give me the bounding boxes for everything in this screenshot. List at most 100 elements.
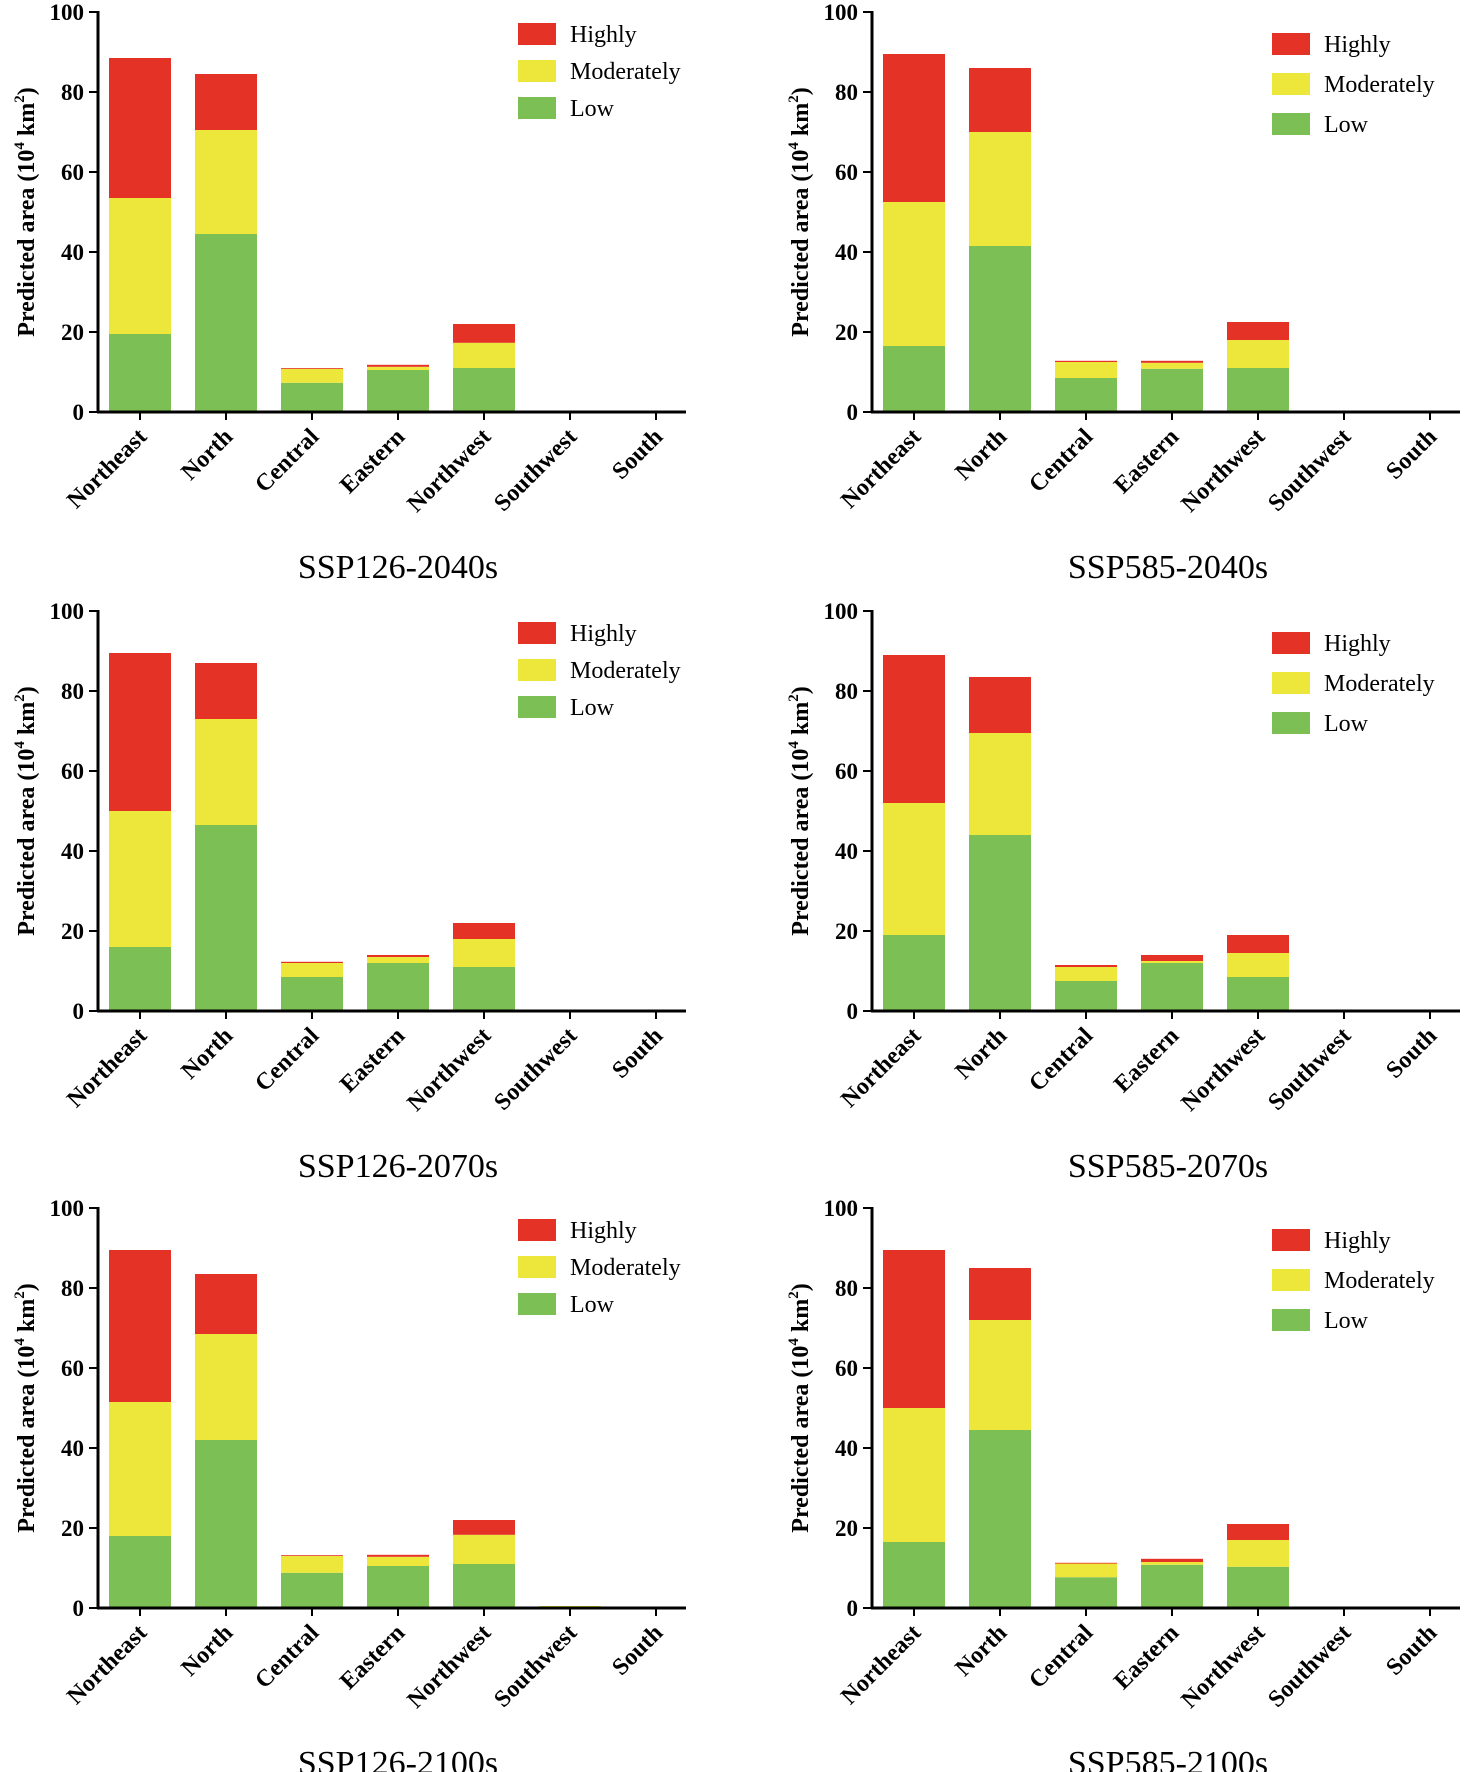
bar-moderately-northeast — [883, 803, 945, 935]
y-axis-title: Predicted area (104 km2) — [12, 87, 40, 336]
x-tick-label-central: Central — [1024, 1023, 1098, 1097]
bar-highly-northwest — [453, 923, 515, 939]
y-tick-label: 80 — [61, 679, 84, 704]
x-tick-label-eastern: Eastern — [1109, 1023, 1184, 1098]
x-tick-label-northeast: Northeast — [836, 424, 926, 514]
y-axis-title-superscript: 2 — [786, 694, 802, 702]
y-axis-title-part: Predicted area (10 — [14, 749, 40, 936]
y-axis-title-superscript: 2 — [12, 694, 28, 702]
bar-highly-northeast — [883, 54, 945, 202]
legend-label-moderately: Moderately — [1324, 671, 1435, 697]
legend-swatch-moderately — [518, 60, 556, 82]
bar-highly-central — [281, 961, 343, 963]
bar-moderately-eastern — [367, 957, 429, 963]
bar-low-central — [281, 1572, 343, 1608]
chart-title: SSP126-2040s — [298, 549, 498, 586]
bar-moderately-eastern — [367, 1556, 429, 1566]
x-tick-label-southwest: Southwest — [1263, 1620, 1356, 1713]
y-axis-title-superscript: 4 — [786, 142, 802, 150]
bar-moderately-north — [195, 1334, 257, 1440]
bar-moderately-northwest — [453, 342, 515, 368]
x-tick-label-southwest: Southwest — [489, 1023, 582, 1116]
bar-moderately-north — [195, 719, 257, 825]
bar-highly-northeast — [883, 1250, 945, 1408]
x-tick-label-south: South — [1381, 424, 1442, 485]
y-axis-title-part: ) — [14, 686, 40, 694]
x-tick-label-north: North — [176, 424, 238, 486]
bar-highly-eastern — [367, 364, 429, 367]
chart-panel-5: Northeast North Central EasternNorthwestSou… — [12, 1196, 686, 1772]
y-axis-title-part: Predicted area (10 — [788, 749, 814, 936]
bar-moderately-central — [281, 1556, 343, 1573]
y-axis-title-superscript: 4 — [786, 1338, 802, 1346]
y-tick-label: 40 — [61, 240, 84, 265]
bar-moderately-central — [1055, 967, 1117, 981]
bar-moderately-eastern — [1141, 362, 1203, 369]
y-axis-title-superscript: 2 — [786, 95, 802, 103]
x-tick-label-north: North — [176, 1023, 238, 1085]
y-axis-title-superscript: 4 — [12, 741, 28, 749]
x-tick-label-eastern: Eastern — [1109, 1620, 1184, 1695]
y-axis-title-superscript: 4 — [12, 142, 28, 150]
y-axis-title-part: km — [788, 702, 814, 741]
legend-label-highly: Highly — [1324, 631, 1391, 657]
bar-low-north — [195, 234, 257, 412]
legend-label-low: Low — [1324, 711, 1369, 737]
bar-highly-northeast — [109, 58, 171, 198]
x-tick-label-south: South — [607, 1620, 668, 1681]
bar-low-northwest — [453, 1564, 515, 1608]
x-tick-label-northwest: Northwest — [1176, 1620, 1270, 1714]
y-axis-title-part: km — [14, 702, 40, 741]
y-axis-title: Predicted area (104 km2) — [12, 1283, 40, 1532]
bar-highly-northwest — [1227, 935, 1289, 953]
bar-low-northwest — [453, 368, 515, 412]
bar-moderately-central — [1055, 1563, 1117, 1578]
y-axis-title-superscript: 2 — [12, 95, 28, 103]
y-tick-label: 20 — [835, 919, 858, 944]
legend-swatch-highly — [518, 622, 556, 644]
x-tick-label-northwest: Northwest — [402, 1023, 496, 1117]
bar-moderately-northeast — [109, 811, 171, 947]
bar-low-northeast — [109, 1536, 171, 1608]
legend-swatch-moderately — [518, 659, 556, 681]
bar-low-northwest — [453, 967, 515, 1011]
bar-highly-central — [281, 368, 343, 369]
bar-moderately-northeast — [109, 198, 171, 334]
bar-highly-central — [1055, 360, 1117, 362]
y-axis-title-part: Predicted area (10 — [14, 150, 40, 337]
chart-title: SSP126-2070s — [298, 1148, 498, 1185]
y-tick-label: 40 — [61, 839, 84, 864]
bar-highly-northeast — [109, 1250, 171, 1402]
y-tick-label: 60 — [61, 1356, 84, 1381]
bar-moderately-north — [969, 1320, 1031, 1430]
x-tick-label-northeast: Northeast — [62, 1620, 152, 1710]
y-tick-label: 20 — [61, 1516, 84, 1541]
y-tick-label: 80 — [61, 1276, 84, 1301]
bar-highly-north — [195, 663, 257, 719]
x-tick-label-northeast: Northeast — [62, 1023, 152, 1113]
y-axis-title-part: Predicted area (10 — [788, 1346, 814, 1533]
y-tick-label: 60 — [835, 759, 858, 784]
bar-moderately-northwest — [1227, 340, 1289, 368]
y-tick-label: 60 — [835, 160, 858, 185]
bar-low-central — [1055, 1577, 1117, 1608]
bar-low-eastern — [367, 370, 429, 412]
bar-moderately-northwest — [1227, 1540, 1289, 1567]
y-axis-title-part: Predicted area (10 — [14, 1346, 40, 1533]
bar-moderately-eastern — [1141, 961, 1203, 963]
y-axis-title-part: ) — [788, 87, 814, 95]
bar-highly-north — [195, 1274, 257, 1334]
x-tick-label-eastern: Eastern — [335, 1620, 410, 1695]
y-axis-title-superscript: 2 — [786, 1291, 802, 1299]
bar-moderately-north — [969, 132, 1031, 246]
y-axis-title: Predicted area (104 km2) — [786, 686, 814, 935]
legend-label-highly: Highly — [1324, 32, 1391, 58]
bar-highly-north — [969, 68, 1031, 132]
bar-low-northwest — [1227, 977, 1289, 1011]
y-tick-label: 20 — [61, 919, 84, 944]
x-tick-label-south: South — [1381, 1023, 1442, 1084]
y-tick-label: 0 — [73, 400, 85, 425]
y-tick-label: 60 — [61, 160, 84, 185]
bar-moderately-northwest — [1227, 953, 1289, 977]
legend-swatch-highly — [518, 23, 556, 45]
